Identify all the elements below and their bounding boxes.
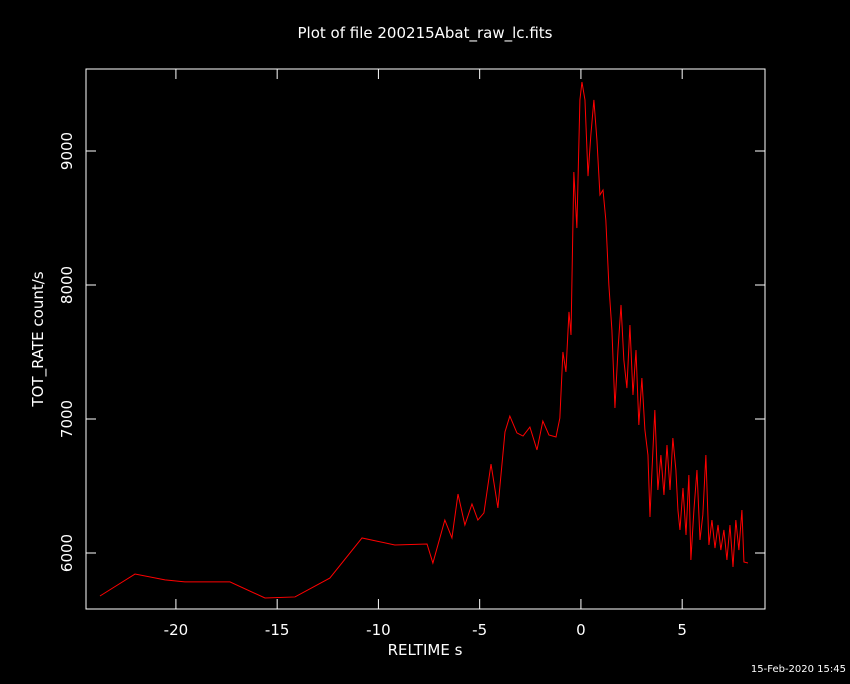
x-axis-label: RELTIME s [388, 641, 463, 659]
plot-frame [85, 68, 766, 610]
x-tick-label: -10 [366, 621, 391, 639]
x-tick-label: 5 [677, 621, 687, 639]
footer-timestamp: 15-Feb-2020 15:45 [751, 664, 846, 675]
x-tick-label: -15 [265, 621, 290, 639]
chart-title: Plot of file 200215Abat_raw_lc.fits [298, 24, 553, 43]
x-tick-label: 0 [576, 621, 586, 639]
y-tick-label: 9000 [58, 132, 76, 170]
y-axis-label: TOT_RATE count/s [29, 271, 48, 407]
y-tick-label: 6000 [58, 534, 76, 572]
y-tick-label: 7000 [58, 400, 76, 438]
y-tick-label: 8000 [58, 266, 76, 304]
x-tick-label: -20 [164, 621, 189, 639]
data-line [99, 81, 749, 599]
x-tick-label: -5 [472, 621, 487, 639]
